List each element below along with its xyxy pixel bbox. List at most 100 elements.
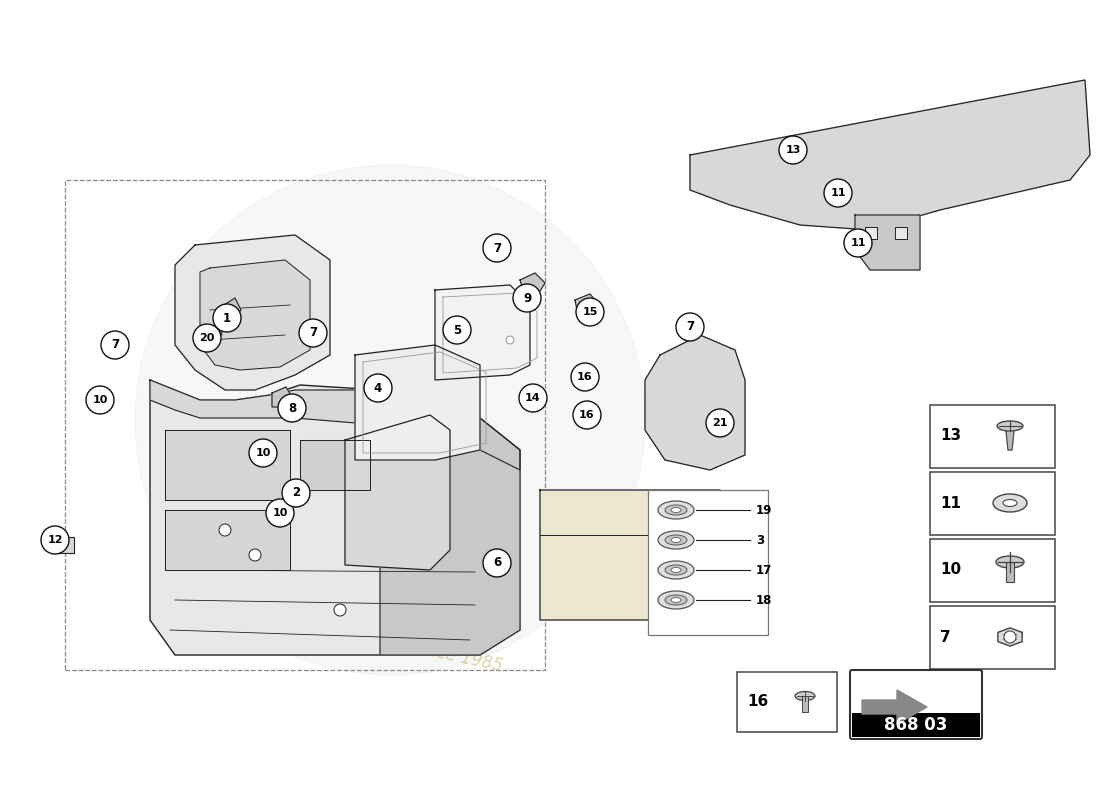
Text: 11: 11 [830,188,846,198]
Ellipse shape [671,507,681,513]
Circle shape [779,136,807,164]
Text: 6: 6 [493,557,502,570]
Circle shape [278,394,306,422]
Circle shape [192,324,221,352]
Bar [930,539,1055,602]
Circle shape [483,549,512,577]
Circle shape [571,363,600,391]
Polygon shape [645,335,745,470]
Circle shape [364,374,392,402]
Circle shape [249,549,261,561]
Bar [930,405,1055,468]
Text: 20: 20 [199,333,214,343]
Circle shape [513,284,541,312]
Bar [930,606,1055,669]
Text: 7: 7 [493,242,502,254]
Text: 5: 5 [453,323,461,337]
Text: 19: 19 [756,503,772,517]
Circle shape [706,409,734,437]
Ellipse shape [671,538,681,542]
Text: a passion for parts since 1985: a passion for parts since 1985 [255,605,505,675]
Polygon shape [690,80,1090,230]
Text: 7: 7 [309,326,317,339]
Text: 21: 21 [713,418,728,428]
Text: ◂: ◂ [217,328,223,338]
Circle shape [576,298,604,326]
Circle shape [299,319,327,347]
Text: 7: 7 [686,321,694,334]
Polygon shape [175,235,330,390]
Circle shape [844,229,872,257]
Circle shape [135,165,645,675]
Text: 13: 13 [940,429,961,443]
Circle shape [1004,631,1016,643]
Polygon shape [540,490,760,620]
Text: 13: 13 [785,145,801,155]
Text: 3: 3 [756,534,764,546]
Circle shape [213,304,241,332]
Ellipse shape [666,535,688,545]
Circle shape [483,234,512,262]
Polygon shape [300,440,370,490]
Text: 7: 7 [940,630,950,645]
Circle shape [334,604,346,616]
Ellipse shape [997,421,1023,431]
Ellipse shape [996,556,1024,568]
Text: 16: 16 [580,410,595,420]
Text: 14: 14 [525,393,541,403]
Bar [865,227,877,239]
Bar [65,180,544,670]
Bar [852,713,980,737]
Ellipse shape [658,531,694,549]
Circle shape [266,499,294,527]
Bar [895,227,908,239]
Bar [802,696,808,712]
Ellipse shape [658,591,694,609]
Ellipse shape [671,598,681,602]
Text: 10: 10 [940,562,961,578]
Text: 18: 18 [756,594,772,606]
Text: 11: 11 [850,238,866,248]
Polygon shape [355,345,480,460]
Circle shape [41,526,69,554]
Ellipse shape [993,494,1027,512]
Text: 2: 2 [292,486,300,499]
Polygon shape [345,415,450,570]
Circle shape [443,316,471,344]
Polygon shape [434,285,530,380]
Text: 11: 11 [940,495,961,510]
Circle shape [573,401,601,429]
Polygon shape [150,380,520,470]
Text: 15: 15 [582,307,597,317]
Polygon shape [165,430,290,500]
Text: 10: 10 [92,395,108,405]
Polygon shape [998,628,1022,646]
Bar [737,672,837,732]
Bar [52,537,74,553]
Polygon shape [150,380,520,655]
FancyBboxPatch shape [850,670,982,739]
Text: 1: 1 [223,311,231,325]
Circle shape [282,479,310,507]
Polygon shape [222,298,241,320]
Polygon shape [520,273,544,296]
Text: 4: 4 [374,382,382,394]
Text: 8: 8 [288,402,296,414]
Ellipse shape [671,567,681,573]
Polygon shape [1006,431,1014,450]
Text: 9: 9 [522,291,531,305]
Circle shape [824,179,852,207]
Polygon shape [272,387,292,407]
Polygon shape [862,690,927,724]
Text: 16: 16 [578,372,593,382]
Ellipse shape [666,595,688,605]
Bar [648,490,768,635]
Text: 7: 7 [111,338,119,351]
Circle shape [676,313,704,341]
Circle shape [86,386,114,414]
Polygon shape [855,215,920,270]
Bar [1006,562,1014,582]
Circle shape [101,331,129,359]
Text: 10: 10 [273,508,288,518]
Polygon shape [379,390,520,655]
